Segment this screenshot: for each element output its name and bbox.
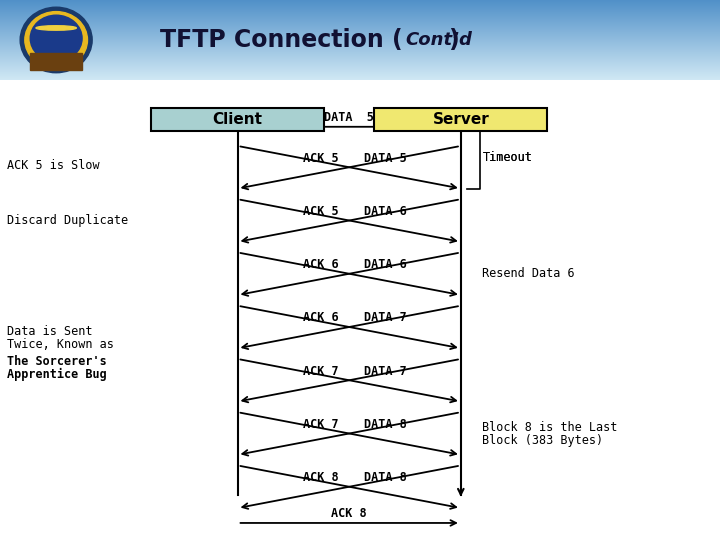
Text: Cont’d: Cont’d [405, 31, 472, 49]
Text: TFTP Connection (: TFTP Connection ( [161, 28, 403, 52]
Text: ACK 7: ACK 7 [302, 364, 338, 377]
Ellipse shape [24, 11, 88, 69]
Text: Block 8 is the Last: Block 8 is the Last [482, 421, 618, 434]
Text: DATA  5: DATA 5 [324, 111, 374, 124]
Circle shape [36, 26, 76, 30]
Text: Discard Duplicate: Discard Duplicate [7, 214, 128, 227]
Text: DATA 7: DATA 7 [364, 312, 407, 325]
FancyBboxPatch shape [374, 107, 547, 131]
Text: ACK 5: ACK 5 [302, 152, 338, 165]
Text: ACK 8: ACK 8 [302, 471, 338, 484]
FancyBboxPatch shape [151, 107, 324, 131]
Text: The Sorcerer's: The Sorcerer's [7, 355, 107, 368]
Text: ACK 6: ACK 6 [302, 312, 338, 325]
Text: Timeout: Timeout [482, 151, 532, 164]
Text: Client: Client [212, 112, 263, 127]
Ellipse shape [30, 15, 82, 62]
Text: DATA 6: DATA 6 [364, 258, 407, 271]
Text: Server: Server [433, 112, 489, 127]
Text: Timeout: Timeout [483, 151, 533, 164]
Text: DATA 7: DATA 7 [364, 364, 407, 377]
Text: ): ) [448, 28, 459, 52]
Text: ACK 7: ACK 7 [302, 418, 338, 431]
Text: Resend Data 6: Resend Data 6 [482, 267, 575, 280]
Ellipse shape [20, 7, 92, 73]
Text: DATA 8: DATA 8 [364, 418, 407, 431]
Text: ACK 5 is Slow: ACK 5 is Slow [7, 159, 100, 172]
Text: ACK 8: ACK 8 [331, 507, 367, 520]
Bar [30, 53, 82, 70]
Text: DATA 8: DATA 8 [364, 471, 407, 484]
Text: Twice, Known as: Twice, Known as [7, 339, 114, 352]
Text: DATA 5: DATA 5 [364, 152, 407, 165]
Text: Apprentice Bug: Apprentice Bug [7, 368, 107, 381]
Text: Block (383 Bytes): Block (383 Bytes) [482, 434, 603, 447]
Text: Data is Sent: Data is Sent [7, 325, 93, 338]
Text: DATA 6: DATA 6 [364, 205, 407, 218]
Text: ACK 6: ACK 6 [302, 258, 338, 271]
Text: ACK 5: ACK 5 [302, 205, 338, 218]
